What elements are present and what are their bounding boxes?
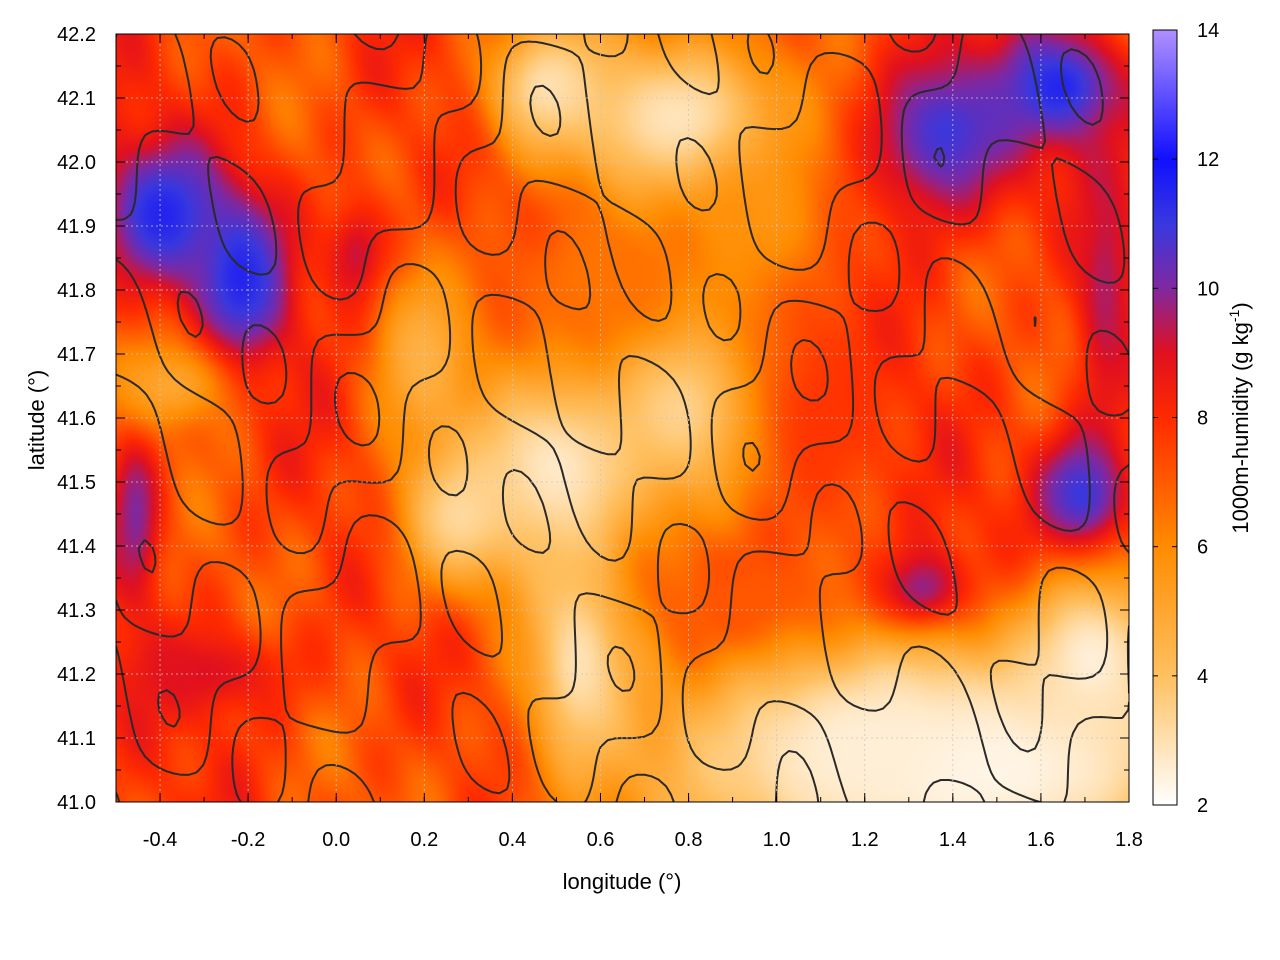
colorbar-tick-label: 4 bbox=[1197, 666, 1208, 688]
x-tick-label: 1.0 bbox=[763, 829, 791, 851]
contour-line bbox=[116, 34, 1129, 802]
colorbar-title: 1000m-humidity (g kg-1) bbox=[1226, 302, 1253, 533]
colorbar-tick-label: 2 bbox=[1197, 795, 1208, 817]
x-tick-label: 1.6 bbox=[1027, 829, 1055, 851]
plot-area bbox=[115, 33, 1130, 803]
colorbar-title-end: ) bbox=[1228, 302, 1253, 309]
y-axis: 41.0 41.1 41.2 41.3 41.4 41.5 41.6 41.7 41.8 41.9… bbox=[57, 24, 1129, 814]
y-tick-label: 41.0 bbox=[57, 792, 96, 814]
x-tick-label: 0.0 bbox=[322, 829, 350, 851]
x-tick-label: -0.2 bbox=[231, 829, 265, 851]
y-tick-label: 41.4 bbox=[57, 536, 96, 558]
y-tick-label: 42.2 bbox=[57, 24, 96, 46]
y-tick-label: 42.1 bbox=[57, 88, 96, 110]
y-tick-label: 41.3 bbox=[57, 600, 96, 622]
x-tick-label: 0.6 bbox=[587, 829, 615, 851]
elevation-contours bbox=[116, 34, 1129, 802]
colorbar-tick-label: 8 bbox=[1197, 408, 1208, 430]
y-tick-label: 41.2 bbox=[57, 664, 96, 686]
y-tick-label: 41.9 bbox=[57, 216, 96, 238]
y-tick-label: 41.8 bbox=[57, 280, 96, 302]
contour-line bbox=[157, 84, 946, 728]
y-tick-label: 41.6 bbox=[57, 408, 96, 430]
x-axis: -0.4 -0.2 0.0 0.2 0.4 0.6 0.8 1.0 1.2 1.4 1.6 1.8 bbox=[115, 34, 1143, 851]
colorbar-tick-label: 10 bbox=[1197, 278, 1219, 300]
x-tick-label: 0.2 bbox=[410, 829, 438, 851]
x-tick-label: -0.4 bbox=[143, 829, 177, 851]
y-tick-label: 41.1 bbox=[57, 728, 96, 750]
x-tick-label: 1.8 bbox=[1115, 829, 1143, 851]
x-tick-label: 1.4 bbox=[939, 829, 967, 851]
colorbar: 2 4 6 8 10 12 14 1000m-humidity (g kg-1) bbox=[1152, 20, 1253, 817]
x-tick-label: 0.8 bbox=[675, 829, 703, 851]
colorbar-tick-label: 6 bbox=[1197, 537, 1208, 559]
colorbar-title-main: 1000m-humidity (g kg bbox=[1228, 322, 1253, 534]
x-axis-title: longitude (°) bbox=[563, 869, 682, 894]
colorbar-tick-label: 12 bbox=[1197, 149, 1219, 171]
colorbar-title-sup: -1 bbox=[1226, 309, 1242, 322]
y-axis-title: latitude (°) bbox=[24, 370, 49, 471]
y-tick-label: 41.7 bbox=[57, 344, 96, 366]
y-tick-label: 41.5 bbox=[57, 472, 96, 494]
x-tick-label: 1.2 bbox=[851, 829, 879, 851]
x-tick-label: 0.4 bbox=[498, 829, 526, 851]
colorbar-ticks: 2 4 6 8 10 12 14 bbox=[1153, 20, 1219, 817]
y-tick-label: 42.0 bbox=[57, 152, 96, 174]
colorbar-tick-label: 14 bbox=[1197, 20, 1219, 42]
